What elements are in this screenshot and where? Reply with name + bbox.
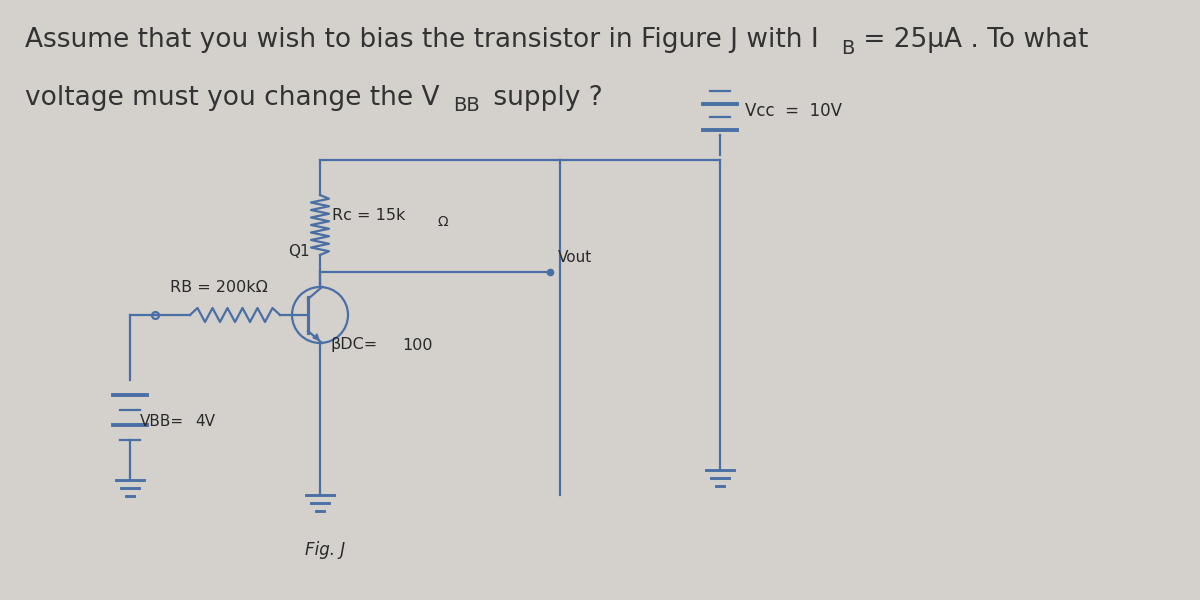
Text: Q1: Q1	[288, 245, 310, 259]
Text: B: B	[841, 38, 854, 58]
Text: 4V: 4V	[196, 415, 215, 430]
Text: Fig. J: Fig. J	[305, 541, 346, 559]
Text: Rc = 15k: Rc = 15k	[332, 208, 406, 223]
Text: VBB=: VBB=	[140, 415, 184, 430]
Text: Vcc  =  10V: Vcc = 10V	[745, 102, 842, 120]
Text: voltage must you change the V: voltage must you change the V	[25, 85, 439, 111]
Text: βDC=: βDC=	[330, 337, 377, 353]
Text: 100: 100	[402, 337, 432, 353]
Text: RB = 200kΩ: RB = 200kΩ	[170, 280, 268, 295]
Text: = 25μA . To what: = 25μA . To what	[856, 27, 1088, 53]
Text: BB: BB	[454, 97, 480, 115]
Text: Vout: Vout	[558, 251, 593, 265]
Text: supply ?: supply ?	[485, 85, 602, 111]
Text: Ω: Ω	[438, 215, 449, 229]
Text: Assume that you wish to bias the transistor in Figure J with I: Assume that you wish to bias the transis…	[25, 27, 818, 53]
